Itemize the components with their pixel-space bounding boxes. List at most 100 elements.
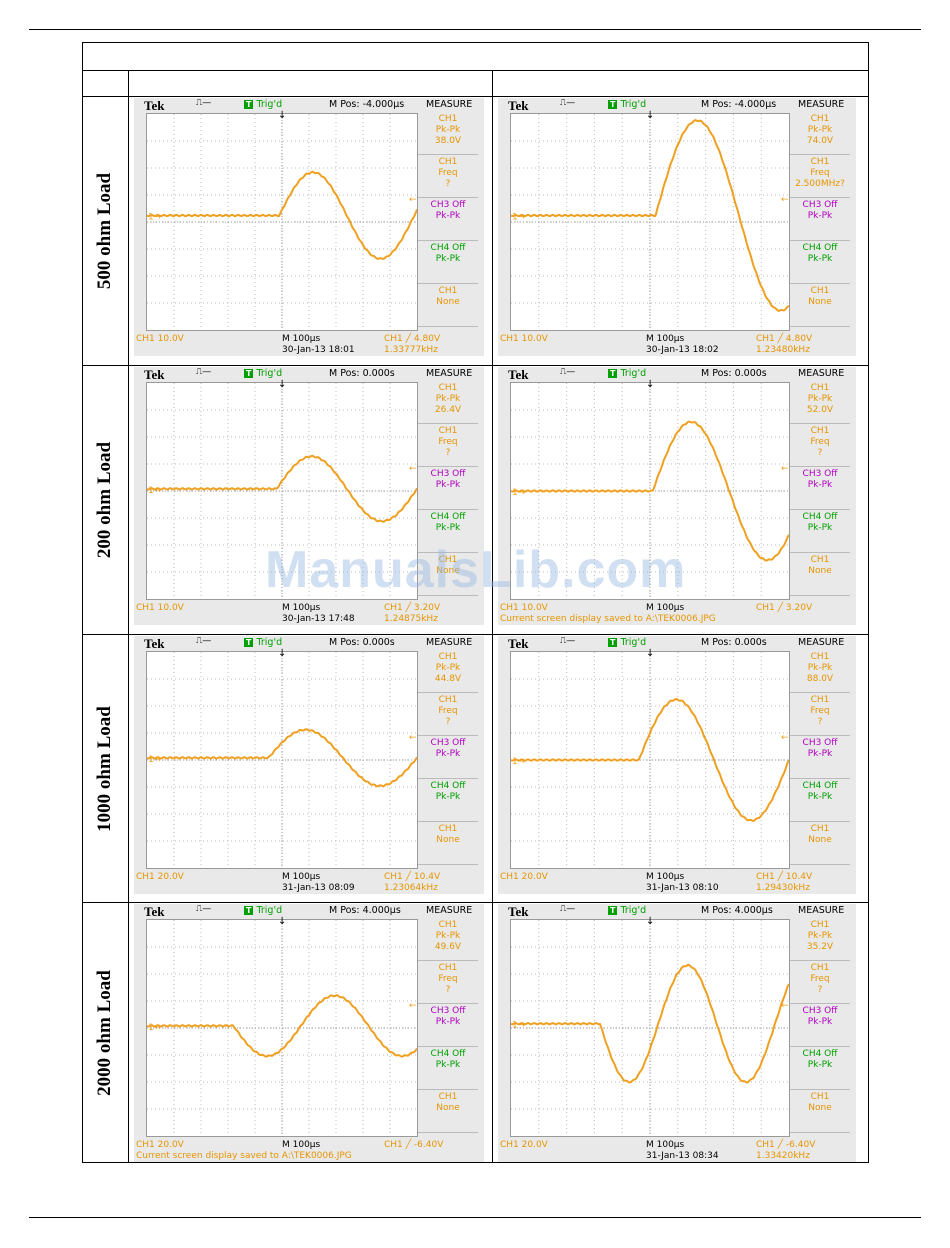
measure-slot-1[interactable]: CH1 Pk-Pk 44.8V: [418, 650, 478, 693]
measure-slot-line: CH1: [810, 652, 830, 662]
trigger-frequency: 1.33777kHz: [384, 345, 438, 355]
measure-slot-3[interactable]: CH3 Off Pk-Pk: [418, 1004, 478, 1047]
waveform-display: 1→ ←: [510, 651, 790, 869]
measure-menu-title: MEASURE: [426, 99, 473, 110]
measure-slot-line: CH4 Off: [430, 1049, 466, 1059]
measure-slot-line: Pk-Pk: [435, 523, 461, 533]
measure-slot-4[interactable]: CH4 Off Pk-Pk: [790, 241, 850, 284]
trigger-icon: T: [244, 100, 254, 109]
measure-slot-2[interactable]: CH1 Freq?: [790, 961, 850, 1004]
measure-slot-1[interactable]: CH1 Pk-Pk 74.0V: [790, 112, 850, 155]
trigger-icon: T: [608, 369, 618, 378]
channel-scale: CH1 10.0V: [500, 334, 548, 344]
measure-slot-4[interactable]: CH4 Off Pk-Pk: [418, 779, 478, 822]
measure-slot-line: Pk-Pk: [807, 792, 833, 802]
scope-header: Tek ⎍— T Trig'd M Pos: -4.000µs MEASURE: [134, 98, 484, 113]
measure-slot-5[interactable]: CH1 None: [790, 822, 850, 865]
trigger-level: CH1 ╱ 3.20V: [384, 603, 441, 613]
measure-slot-4[interactable]: CH4 Off Pk-Pk: [790, 779, 850, 822]
measure-panel: CH1 Pk-Pk 52.0V CH1 Freq? CH3 Off Pk-Pk CH4 Off…: [790, 381, 850, 601]
row-label-text: 200 ohm Load: [94, 441, 116, 559]
measure-slot-line: CH3 Off: [430, 738, 466, 748]
scope-header: Tek ⎍— T Trig'd M Pos: 4.000µs MEASURE: [134, 904, 484, 919]
measure-slot-1[interactable]: CH1 Pk-Pk 38.0V: [418, 112, 478, 155]
measure-slot-1[interactable]: CH1 Pk-Pk 35.2V: [790, 918, 850, 961]
measure-slot-line: CH3 Off: [430, 469, 466, 479]
measure-slot-5[interactable]: CH1 None: [418, 1090, 478, 1133]
scope-footer: CH1 10.0V M 100µs CH1 ╱ 4.80V 30-Jan-13 18:…: [134, 332, 484, 356]
measure-slot-line: Pk-Pk: [435, 663, 461, 673]
measure-slot-4[interactable]: CH4 Off Pk-Pk: [418, 1047, 478, 1090]
measure-slot-line: CH1: [438, 1092, 458, 1102]
measure-slot-4[interactable]: CH4 Off Pk-Pk: [790, 1047, 850, 1090]
trigger-level-marker: ←: [409, 464, 417, 474]
measure-slot-2[interactable]: CH1 Freq?: [790, 693, 850, 736]
measure-slot-5[interactable]: CH1 None: [790, 553, 850, 596]
measure-panel: CH1 Pk-Pk 35.2V CH1 Freq? CH3 Off Pk-Pk CH4 Off…: [790, 918, 850, 1138]
scope-footer: CH1 10.0V M 100µs CH1 ╱ 3.20V 30-Jan-13 17:…: [134, 601, 484, 625]
measure-slot-4[interactable]: CH4 Off Pk-Pk: [790, 510, 850, 553]
top-rule: [29, 29, 921, 30]
trigger-level-marker: ←: [781, 733, 789, 743]
channel-scale: CH1 10.0V: [136, 603, 184, 613]
measure-slot-line: Pk-Pk: [807, 254, 833, 264]
measure-slot-2[interactable]: CH1 Freq?: [418, 961, 478, 1004]
trigger-level-marker: ←: [409, 733, 417, 743]
measure-menu-title: MEASURE: [798, 368, 845, 379]
measure-slot-5[interactable]: CH1 None: [418, 553, 478, 596]
ch1-trace: [511, 963, 789, 1084]
measure-slot-3[interactable]: CH3 Off Pk-Pk: [790, 198, 850, 241]
measure-slot-2[interactable]: CH1 Freq?: [790, 424, 850, 467]
measure-slot-line: CH4 Off: [802, 512, 838, 522]
measure-slot-5[interactable]: CH1 None: [418, 822, 478, 865]
timebase: M 100µs: [646, 603, 685, 613]
measure-slot-2[interactable]: CH1 Freq?: [418, 693, 478, 736]
measure-slot-line: CH4 Off: [802, 243, 838, 253]
measure-slot-line: ?: [817, 985, 823, 995]
measure-slot-4[interactable]: CH4 Off Pk-Pk: [418, 241, 478, 284]
measure-slot-5[interactable]: CH1 None: [790, 284, 850, 327]
measure-slot-2[interactable]: CH1 Freq?: [418, 424, 478, 467]
measure-slot-3[interactable]: CH3 Off Pk-Pk: [790, 736, 850, 779]
measure-slot-1[interactable]: CH1 Pk-Pk 88.0V: [790, 650, 850, 693]
measure-slot-4[interactable]: CH4 Off Pk-Pk: [418, 510, 478, 553]
trigger-icon: T: [244, 906, 254, 915]
ch1-ground-marker: 1→: [512, 488, 526, 498]
horizontal-position: M Pos: 0.000s: [701, 368, 767, 379]
table-header-divider-2: [82, 96, 869, 97]
measure-slot-3[interactable]: CH3 Off Pk-Pk: [418, 198, 478, 241]
brand-logo: Tek: [508, 904, 529, 919]
measure-slot-line: CH4 Off: [430, 243, 466, 253]
measure-panel: CH1 Pk-Pk 26.4V CH1 Freq? CH3 Off Pk-Pk CH4 Off…: [418, 381, 478, 601]
measure-slot-5[interactable]: CH1 None: [418, 284, 478, 327]
trigger-status: T Trig'd: [608, 637, 646, 648]
measure-slot-line: CH4 Off: [802, 781, 838, 791]
measure-slot-line: CH3 Off: [430, 200, 466, 210]
capture-date: 31-Jan-13 08:09: [282, 883, 355, 893]
horizontal-position: M Pos: 0.000s: [329, 368, 395, 379]
measure-slot-line: Pk-Pk: [807, 1017, 833, 1027]
label-column-divider: [128, 70, 129, 1163]
measure-slot-1[interactable]: CH1 Pk-Pk 26.4V: [418, 381, 478, 424]
measure-slot-line: CH1: [810, 920, 830, 930]
measure-slot-3[interactable]: CH3 Off Pk-Pk: [790, 467, 850, 510]
measure-slot-line: CH4 Off: [430, 512, 466, 522]
measure-slot-1[interactable]: CH1 Pk-Pk 52.0V: [790, 381, 850, 424]
measure-slot-line: CH1: [810, 157, 830, 167]
measure-slot-3[interactable]: CH3 Off Pk-Pk: [418, 467, 478, 510]
measure-slot-line: 44.8V: [434, 674, 462, 684]
measure-slot-2[interactable]: CH1 Freq?: [418, 155, 478, 198]
measure-slot-1[interactable]: CH1 Pk-Pk 49.6V: [418, 918, 478, 961]
measure-slot-5[interactable]: CH1 None: [790, 1090, 850, 1133]
measure-slot-2[interactable]: CH1 Freq 2.500MHz?: [790, 155, 850, 198]
channel-scale: CH1 20.0V: [500, 1140, 548, 1150]
channel-scale: CH1 20.0V: [500, 872, 548, 882]
measure-slot-line: CH1: [438, 555, 458, 565]
measure-slot-line: None: [436, 835, 460, 845]
measure-slot-3[interactable]: CH3 Off Pk-Pk: [790, 1004, 850, 1047]
measure-slot-3[interactable]: CH3 Off Pk-Pk: [418, 736, 478, 779]
measure-slot-line: 26.4V: [434, 405, 462, 415]
row-label-text: 500 ohm Load: [94, 172, 116, 290]
measure-menu-title: MEASURE: [426, 637, 473, 648]
channel-scale: CH1 10.0V: [136, 334, 184, 344]
